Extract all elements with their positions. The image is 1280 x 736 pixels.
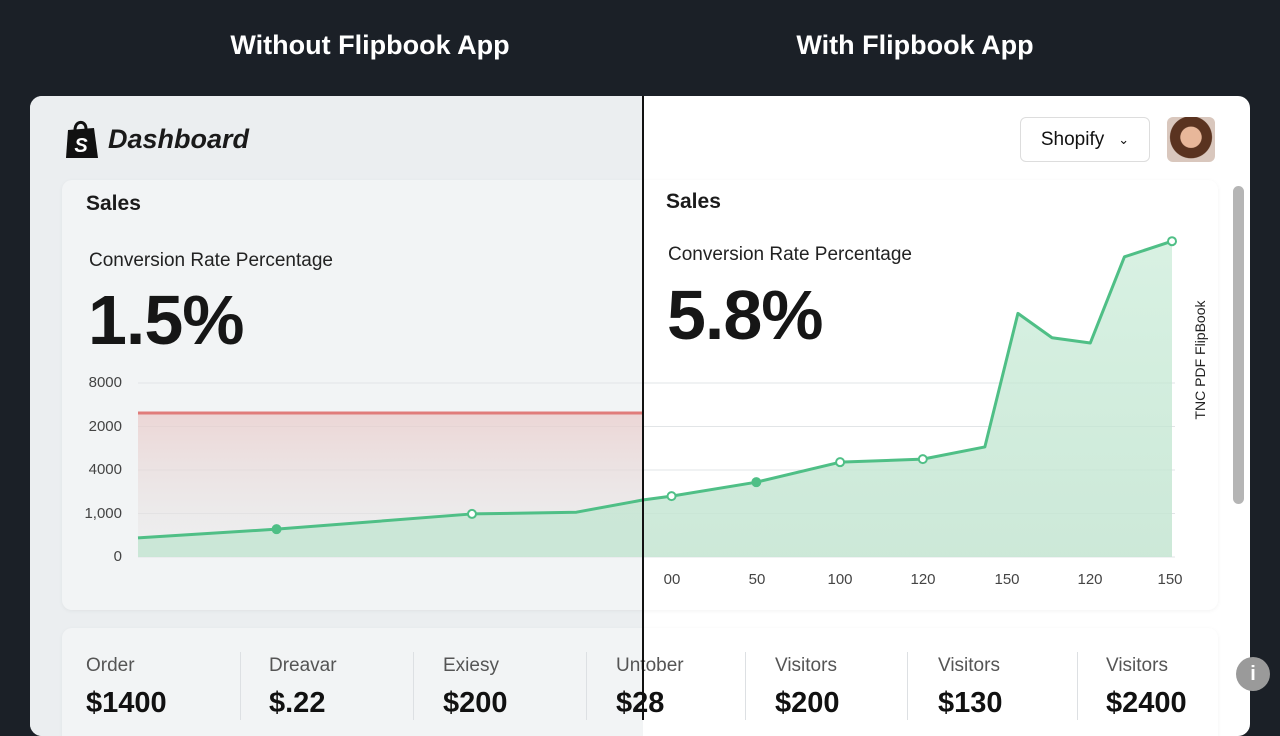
- stat-item: Visitors $200: [775, 655, 840, 720]
- y-tick-label: 8000: [88, 374, 122, 391]
- data-point: [835, 457, 846, 468]
- conversion-area: [138, 241, 1172, 557]
- stat-label: Dreavar: [269, 655, 337, 676]
- x-tick-label: 150: [994, 571, 1020, 588]
- y-tick-label: 1,000: [84, 504, 122, 522]
- x-tick-label: 50: [748, 571, 766, 588]
- stat-label: Untober: [616, 655, 684, 676]
- stat-separator: [413, 652, 414, 720]
- stat-label: Order: [86, 655, 135, 676]
- stat-item: Exiesy $200: [443, 655, 508, 720]
- data-point: [271, 524, 282, 535]
- data-point: [666, 491, 677, 502]
- metric-value-right: 5.8%: [667, 276, 824, 354]
- info-button[interactable]: i: [1236, 657, 1270, 691]
- stat-value: $200: [443, 687, 508, 719]
- header-with: With Flipbook App: [796, 30, 1034, 60]
- stat-value: $2400: [1106, 687, 1187, 719]
- sales-title-right: Sales: [666, 190, 721, 213]
- x-tick-label: 150: [1157, 571, 1183, 588]
- stat-label: Visitors: [938, 655, 1000, 676]
- y-tick-label: 0: [113, 548, 122, 565]
- x-tick-label: 00: [663, 571, 681, 588]
- shopify-bag-icon: S: [66, 120, 98, 158]
- x-tick-label: 100: [827, 571, 853, 588]
- scrollbar[interactable]: [1233, 186, 1244, 504]
- data-point: [751, 477, 762, 488]
- stats-panel: [62, 628, 1218, 736]
- stat-label: Exiesy: [443, 655, 499, 676]
- conversion-chart: [137, 236, 1177, 558]
- svg-text:S: S: [74, 135, 88, 157]
- stat-separator: [745, 652, 746, 720]
- x-tick-label: 120: [1077, 571, 1103, 588]
- y-tick-label: 4000: [88, 461, 122, 478]
- stat-value: $28: [616, 687, 665, 719]
- stat-value: $200: [775, 687, 840, 719]
- stat-label: Visitors: [775, 655, 837, 676]
- stat-separator: [586, 652, 587, 720]
- stat-item: Untober $28: [616, 655, 684, 720]
- stat-item: Visitors $130: [938, 655, 1003, 720]
- stat-item: Order $1400: [86, 655, 167, 720]
- header-without: Without Flipbook App: [230, 30, 510, 60]
- data-point: [1167, 236, 1177, 247]
- data-point: [917, 454, 928, 465]
- stat-label: Visitors: [1106, 655, 1168, 676]
- metric-label-left: Conversion Rate Percentage: [89, 250, 333, 271]
- stat-value: $130: [938, 687, 1003, 719]
- comparison-divider: [642, 96, 644, 720]
- stat-value: $.22: [269, 687, 326, 719]
- metric-value-left: 1.5%: [88, 281, 245, 359]
- avatar[interactable]: [1167, 117, 1215, 162]
- y-tick-label: 2000: [88, 417, 122, 435]
- stat-separator: [1077, 652, 1078, 720]
- chevron-down-icon: ⌄: [1118, 131, 1130, 147]
- metric-label-right: Conversion Rate Percentage: [668, 244, 912, 265]
- stat-item: Dreavar $.22: [269, 655, 337, 720]
- x-tick-label: 120: [910, 571, 936, 588]
- data-point: [466, 508, 477, 519]
- store-select-label: Shopify: [1040, 128, 1105, 150]
- stat-item: Visitors $2400: [1106, 655, 1187, 720]
- stat-separator: [240, 652, 241, 720]
- stat-value: $1400: [86, 687, 167, 719]
- app-title: Dashboard: [108, 124, 250, 154]
- store-select[interactable]: Shopify ⌄: [1020, 117, 1150, 162]
- stat-separator: [907, 652, 908, 720]
- sales-title-left: Sales: [86, 192, 141, 215]
